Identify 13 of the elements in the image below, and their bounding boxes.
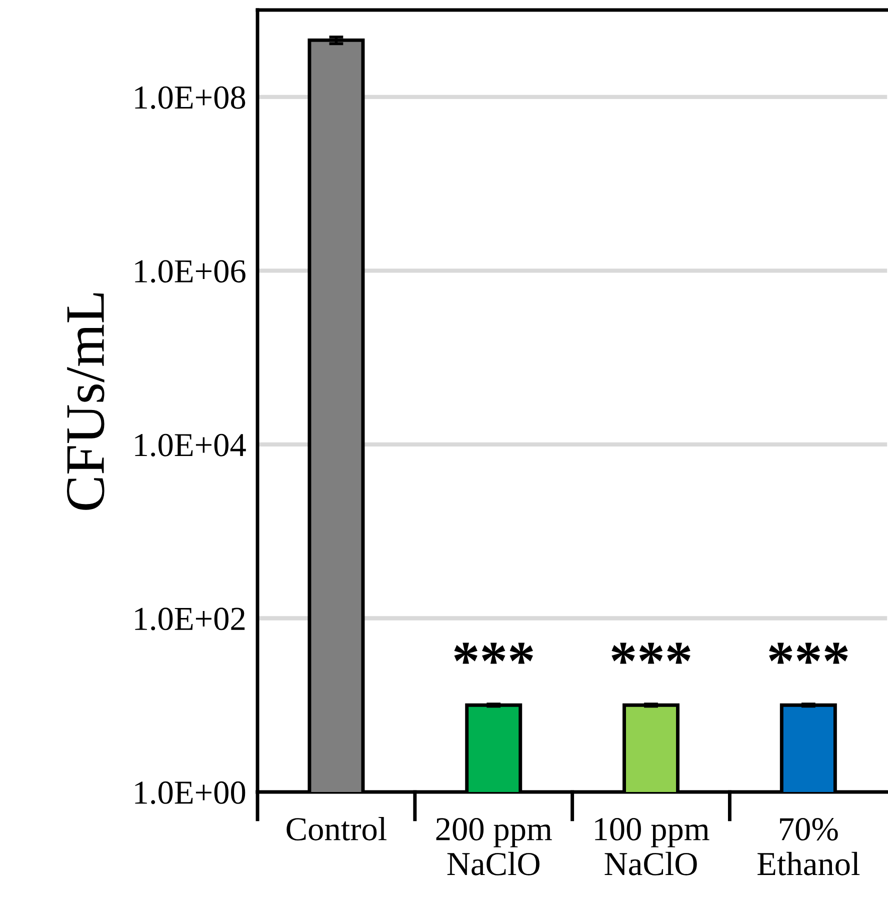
x-tick-label: 100 ppm NaClO [595,818,710,876]
y-tick-label: 1.0E+08 [135,86,246,109]
annotation: *** [769,642,848,664]
y-tick-label: 1.0E+06 [135,260,246,283]
y-tick-label: 1.0E+04 [135,434,246,457]
x-tick-label: 200 ppm NaClO [436,818,552,876]
x-tick-label: Control [286,817,386,840]
annotation: *** [612,642,690,664]
y-axis-title: CFUs/mL [66,293,104,510]
y-tick-label: 1.0E+00 [135,781,246,804]
annotation: *** [454,642,533,664]
y-tick-label: 1.0E+02 [135,608,245,630]
x-tick-label: 70% Ethanol [758,818,860,876]
